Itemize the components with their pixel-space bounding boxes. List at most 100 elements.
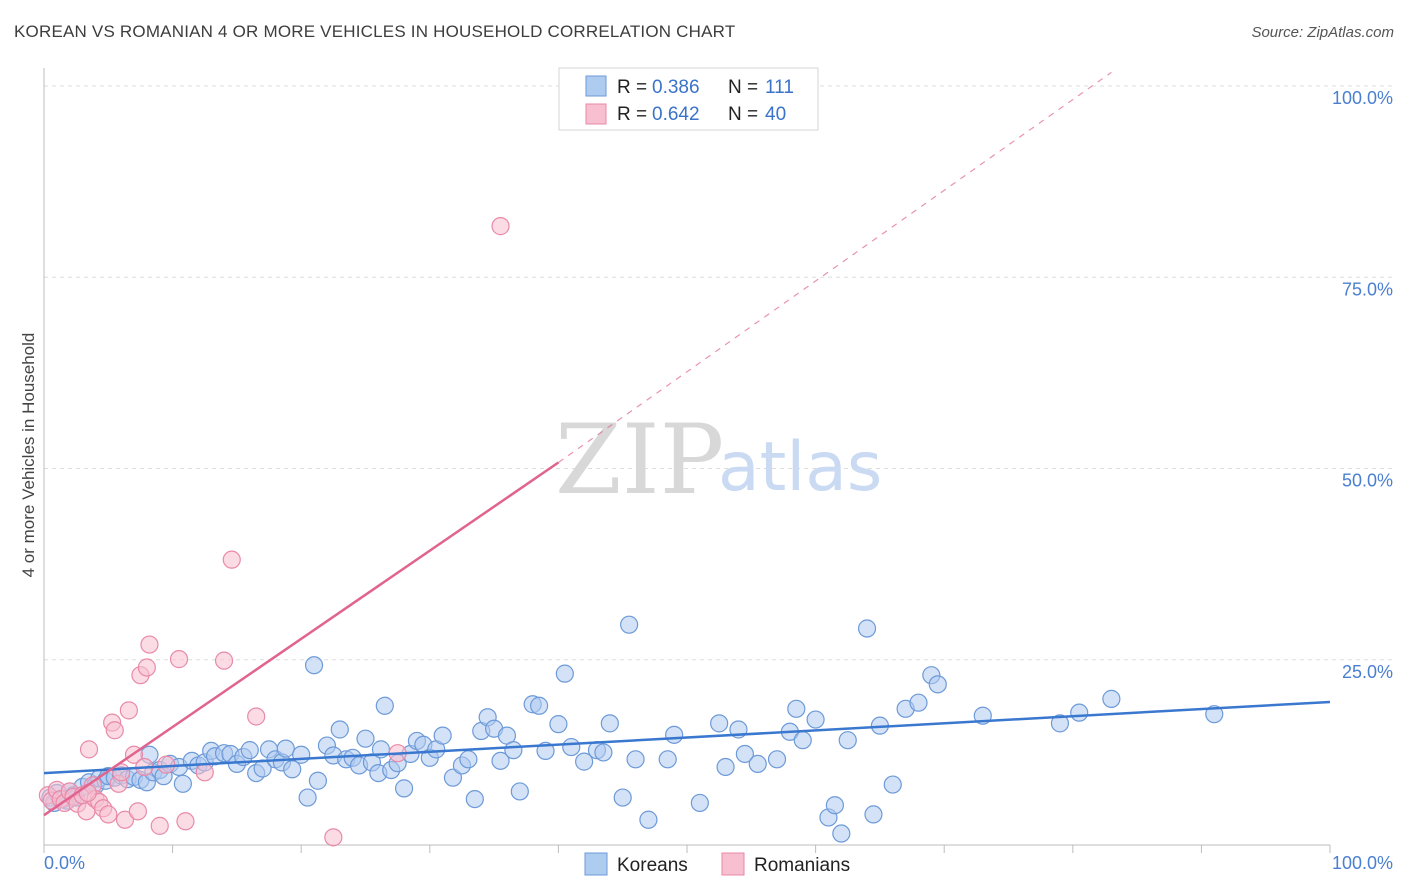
- korean-trend-line: [43, 700, 1331, 775]
- romanian-point: [128, 802, 147, 821]
- korean-point: [620, 615, 639, 634]
- bottom-legend-label-romanians: Romanians: [754, 855, 850, 876]
- legend-n-label-romanians: N =: [728, 104, 758, 125]
- romanian-point: [140, 635, 159, 654]
- romanian-point: [176, 812, 195, 831]
- korean-point: [549, 715, 568, 734]
- legend-swatch-romanians: [585, 103, 607, 125]
- watermark-atlas: atlas: [718, 428, 882, 507]
- chart-title: KOREAN VS ROMANIAN 4 OR MORE VEHICLES IN…: [14, 22, 736, 41]
- korean-point: [375, 696, 394, 715]
- bottom-legend: Koreans Romanians: [584, 852, 850, 876]
- romanian-point: [157, 755, 176, 774]
- legend-n-value-romanians: 40: [765, 104, 786, 125]
- korean-point: [928, 675, 947, 694]
- korean-point: [510, 782, 529, 801]
- trend-lines: [43, 71, 1331, 817]
- korean-point: [735, 744, 754, 764]
- legend-box: R = 0.386 N = 111 R = 0.642 N = 40: [558, 67, 819, 131]
- source-label: Source: ZipAtlas.com: [1251, 24, 1394, 41]
- korean-point: [394, 779, 414, 798]
- bottom-legend-swatch-koreans: [584, 852, 608, 876]
- korean-point: [748, 754, 767, 774]
- korean-point: [857, 619, 877, 638]
- romanian-point: [105, 721, 124, 740]
- korean-point: [665, 725, 684, 744]
- korean-point: [767, 750, 787, 769]
- romanian-point: [247, 707, 266, 726]
- korean-point: [1205, 705, 1224, 724]
- korean-point: [443, 768, 463, 787]
- korean-point: [292, 745, 311, 764]
- korean-point: [832, 824, 851, 843]
- korean-point: [787, 699, 806, 718]
- bottom-legend-swatch-romanians: [721, 852, 745, 876]
- korean-point: [710, 714, 729, 733]
- watermark-zip: ZIP: [555, 404, 724, 516]
- korean-point: [716, 757, 735, 777]
- bottom-legend-label-koreans: Koreans: [617, 855, 688, 876]
- romanian-point: [99, 805, 118, 824]
- korean-point: [491, 751, 510, 770]
- y-tick-label-25: 25.0%: [1342, 662, 1393, 682]
- korean-point: [459, 750, 478, 769]
- korean-point: [465, 789, 484, 809]
- romanian-point: [169, 650, 189, 669]
- korean-point: [594, 743, 613, 762]
- romanian-point: [137, 658, 156, 677]
- x-tick-label-right: 100.0%: [1332, 853, 1393, 873]
- legend-n-label-koreans: N =: [728, 77, 758, 98]
- x-ticks: [43, 845, 1331, 853]
- korean-point: [283, 760, 302, 779]
- legend-r-label-romanians: R =: [617, 104, 647, 125]
- korean-point: [600, 714, 619, 733]
- grid: [44, 85, 1393, 661]
- korean-point: [304, 656, 324, 675]
- legend-swatch-koreans: [585, 75, 607, 97]
- korean-point: [356, 729, 375, 748]
- korean-point: [575, 752, 594, 771]
- romanian-point: [491, 217, 510, 236]
- korean-point: [240, 741, 259, 760]
- korean-point: [308, 771, 328, 790]
- korean-point: [658, 750, 677, 769]
- korean-point: [1070, 703, 1089, 722]
- romanian-point: [78, 783, 97, 803]
- korean-point: [504, 741, 523, 760]
- korean-point: [530, 696, 549, 715]
- korean-point: [909, 693, 928, 712]
- romanian-point: [222, 550, 241, 569]
- korean-point: [793, 731, 812, 750]
- romanian-point: [150, 816, 169, 835]
- korean-point: [864, 805, 883, 824]
- romanian-trend-extension: [558, 71, 1112, 463]
- watermark: ZIP atlas: [555, 404, 882, 516]
- korean-point: [613, 788, 632, 807]
- korean-point: [825, 796, 844, 815]
- legend-r-label-koreans: R =: [617, 77, 647, 98]
- korean-point: [298, 788, 317, 807]
- korean-points: [41, 615, 1224, 843]
- romanian-points: [38, 217, 510, 847]
- korean-point: [1050, 714, 1070, 733]
- romanian-point: [324, 828, 343, 847]
- korean-point: [690, 793, 709, 813]
- korean-point: [433, 726, 452, 745]
- y-tick-label-50: 50.0%: [1342, 471, 1393, 491]
- romanian-point: [214, 651, 234, 670]
- korean-point: [838, 731, 857, 750]
- korean-point: [330, 720, 349, 739]
- romanian-point: [115, 810, 135, 829]
- korean-point: [883, 775, 902, 794]
- korean-point: [173, 774, 192, 793]
- y-tick-label-75: 75.0%: [1342, 279, 1393, 299]
- korean-point: [1102, 689, 1121, 708]
- korean-point: [562, 737, 581, 757]
- korean-point: [626, 750, 645, 769]
- romanian-point: [119, 701, 138, 720]
- y-tick-label-100: 100.0%: [1332, 88, 1393, 108]
- y-axis-title: 4 or more Vehicles in Household: [19, 333, 38, 578]
- korean-point: [639, 810, 658, 829]
- legend-r-value-romanians: 0.642: [652, 104, 700, 125]
